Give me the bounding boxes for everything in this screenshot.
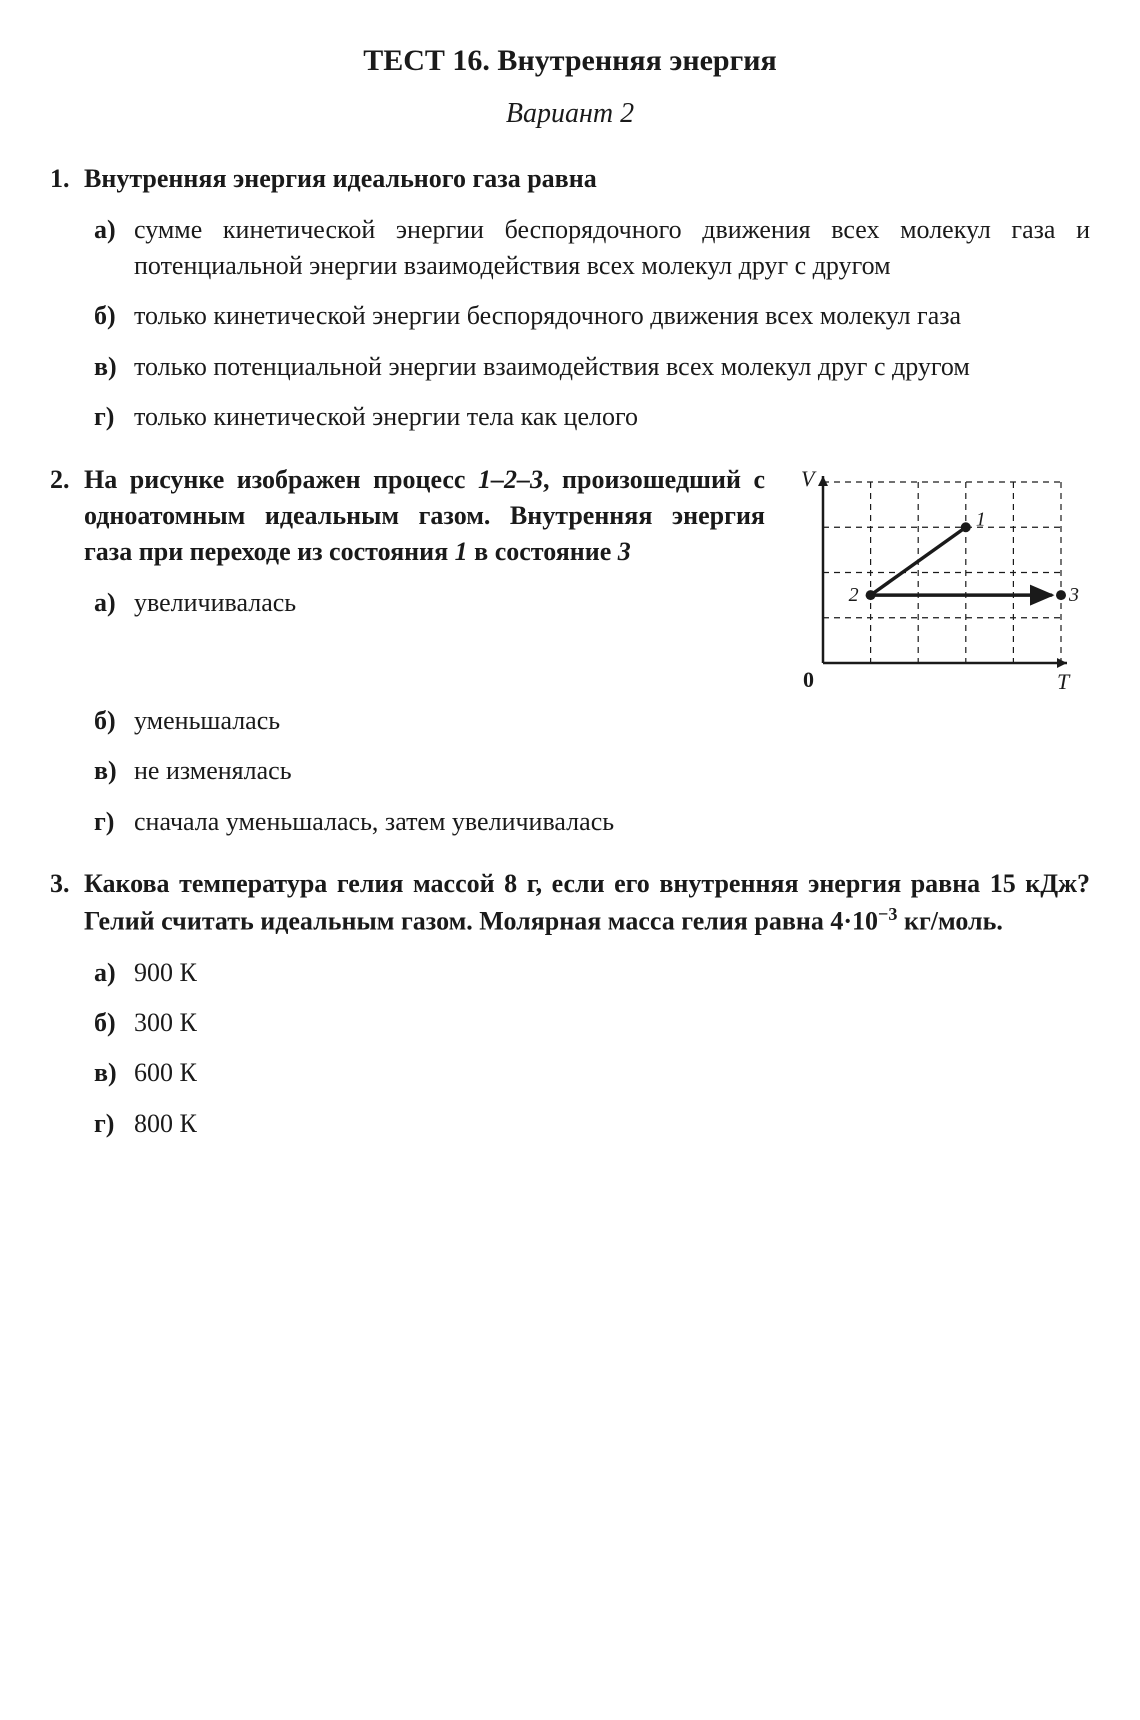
variant-label: Вариант 2 bbox=[50, 94, 1090, 133]
svg-text:3: 3 bbox=[1068, 584, 1079, 606]
option-label: а) bbox=[94, 955, 134, 991]
option-label: г) bbox=[94, 399, 134, 435]
question-1: 1. Внутренняя энергия идеального газа ра… bbox=[50, 161, 1090, 435]
options-list-cont: б) уменьшалась в) не изменялась г) снача… bbox=[50, 703, 1090, 840]
option-text: 600 К bbox=[134, 1055, 1090, 1091]
option-text: 800 К bbox=[134, 1106, 1090, 1142]
option-label: в) bbox=[94, 349, 134, 385]
option-text: только потенциальной энергии взаимодейст… bbox=[134, 349, 1090, 385]
option-text: увеличивалась bbox=[134, 585, 765, 621]
svg-text:2: 2 bbox=[849, 584, 859, 606]
options-list: а) 900 К б) 300 К в) 600 К г) 800 К bbox=[50, 955, 1090, 1143]
vt-diagram: 1 2 3 V T 0 bbox=[785, 468, 1085, 693]
option-text: 300 К bbox=[134, 1005, 1090, 1041]
question-3: 3. Какова температура гелия массой 8 г, … bbox=[50, 866, 1090, 1142]
option-d: г) только кинетической энергии тела как … bbox=[94, 399, 1090, 435]
option-a: а) сумме кинетической энергии беспорядоч… bbox=[94, 212, 1090, 285]
svg-text:1: 1 bbox=[976, 508, 986, 530]
option-label: б) bbox=[94, 298, 134, 334]
option-d: г) сначала уменьшалась, затем увеличивал… bbox=[94, 804, 1090, 840]
question-number: 2. bbox=[50, 462, 84, 498]
question-number: 1. bbox=[50, 161, 84, 197]
option-b: б) 300 К bbox=[94, 1005, 1090, 1041]
option-label: а) bbox=[94, 585, 134, 621]
option-text: 900 К bbox=[134, 955, 1090, 991]
option-text: только кинетической энергии беспорядочно… bbox=[134, 298, 1090, 334]
option-label: в) bbox=[94, 753, 134, 789]
option-text: не изменялась bbox=[134, 753, 1090, 789]
question-2: 2. На рисунке изображен процесс 1–2–3, п… bbox=[50, 462, 1090, 841]
option-label: б) bbox=[94, 703, 134, 739]
option-a: а) 900 К bbox=[94, 955, 1090, 991]
option-label: г) bbox=[94, 804, 134, 840]
option-text: только кинетической энергии тела как цел… bbox=[134, 399, 1090, 435]
question-text: Какова температура гелия массой 8 г, есл… bbox=[84, 866, 1090, 940]
option-c: в) 600 К bbox=[94, 1055, 1090, 1091]
option-label: г) bbox=[94, 1106, 134, 1142]
svg-text:0: 0 bbox=[803, 667, 814, 692]
option-label: б) bbox=[94, 1005, 134, 1041]
option-a: а) увеличивалась bbox=[94, 585, 765, 621]
option-c: в) не изменялась bbox=[94, 753, 1090, 789]
option-text: сумме кинетической энергии беспорядочног… bbox=[134, 212, 1090, 285]
option-c: в) только потенциальной энергии взаимоде… bbox=[94, 349, 1090, 385]
svg-text:V: V bbox=[801, 468, 817, 491]
question-text: Внутренняя энергия идеального газа равна bbox=[84, 161, 1090, 197]
option-text: уменьшалась bbox=[134, 703, 1090, 739]
svg-text:T: T bbox=[1057, 669, 1071, 693]
option-label: а) bbox=[94, 212, 134, 248]
option-d: г) 800 К bbox=[94, 1106, 1090, 1142]
option-label: в) bbox=[94, 1055, 134, 1091]
option-b: б) только кинетической энергии беспорядо… bbox=[94, 298, 1090, 334]
question-number: 3. bbox=[50, 866, 84, 902]
question-text: На рисунке изображен процесс 1–2–3, прои… bbox=[84, 462, 765, 571]
option-b: б) уменьшалась bbox=[94, 703, 1090, 739]
options-list: а) увеличивалась bbox=[50, 585, 765, 621]
test-title: ТЕСТ 16. Внутренняя энергия bbox=[50, 40, 1090, 82]
option-text: сначала уменьшалась, затем увеличивалась bbox=[134, 804, 1090, 840]
options-list: а) сумме кинетической энергии беспорядоч… bbox=[50, 212, 1090, 436]
